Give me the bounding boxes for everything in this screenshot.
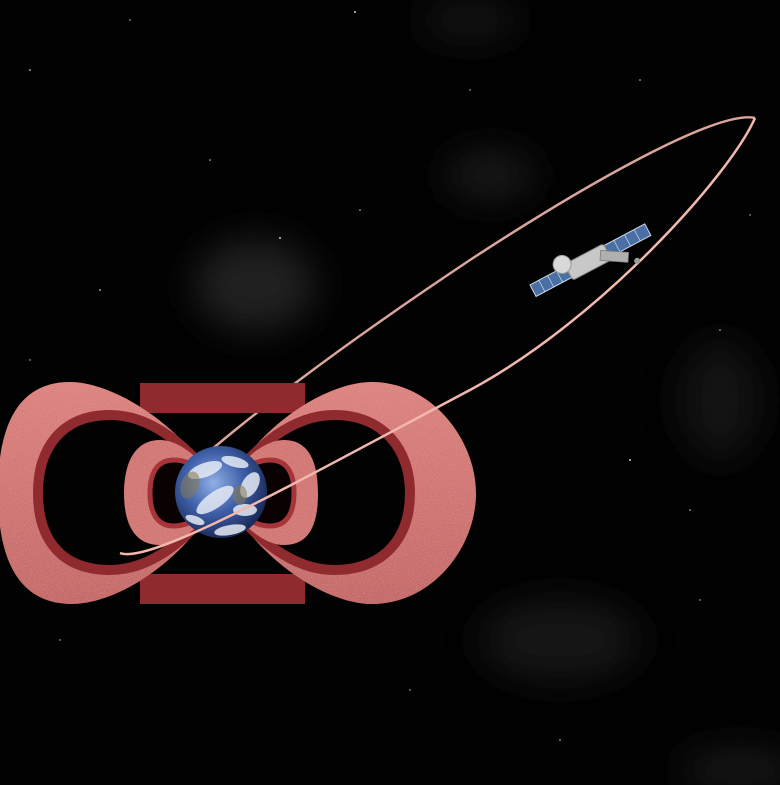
nebula-haze: [195, 2, 780, 785]
satellite-icon: [529, 223, 652, 298]
earth-globe-icon: [175, 446, 267, 538]
star-field: [29, 11, 751, 741]
orbit-front: [119, 117, 757, 556]
